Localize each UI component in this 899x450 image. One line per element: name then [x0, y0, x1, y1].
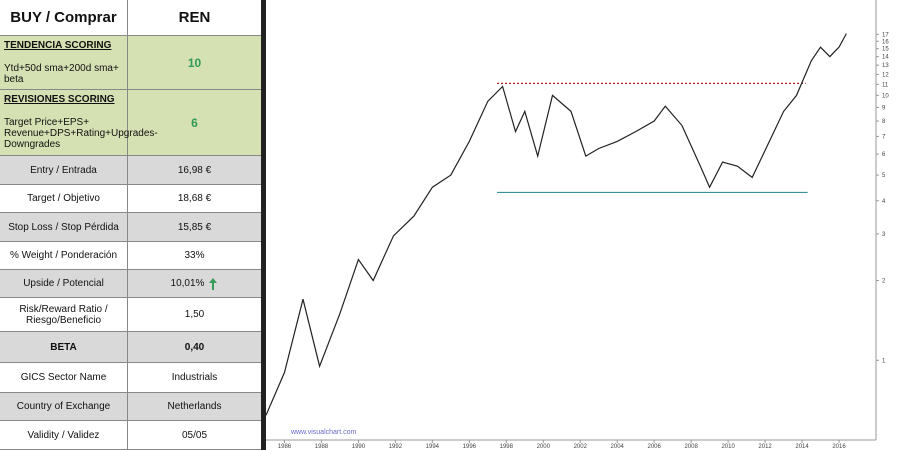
- row-label: Country of Exchange: [0, 393, 128, 420]
- y-tick-label: 16: [882, 39, 889, 45]
- y-tick-label: 15: [882, 47, 889, 53]
- table-row: Entry / Entrada 16,98 €: [0, 156, 261, 185]
- x-tick-label: 1994: [426, 444, 440, 450]
- row-value: 05/05: [181, 429, 208, 441]
- summary-table: BUY / Comprar REN TENDENCIA SCORING Ytd+50d…: [0, 0, 266, 450]
- scoring-value: 6: [191, 115, 198, 130]
- row-value: 18,68 €: [177, 193, 212, 204]
- row-value: 10,01%: [128, 270, 261, 297]
- table-row: Stop Loss / Stop Pérdida 15,85 €: [0, 213, 261, 242]
- table-row: Country of Exchange Netherlands: [0, 393, 261, 421]
- y-tick-label: 10: [882, 93, 889, 99]
- row-label: Validity / Validez: [0, 421, 128, 449]
- x-tick-label: 2010: [721, 444, 735, 450]
- row-label: % Weight / Ponderación: [0, 242, 128, 269]
- table-row: GICS Sector Name Industrials: [0, 363, 261, 393]
- y-tick-label: 9: [882, 105, 886, 111]
- y-tick-label: 7: [882, 134, 886, 140]
- row-value: Industrials: [171, 372, 218, 383]
- x-tick-label: 1986: [278, 444, 292, 450]
- scoring-value: 10: [187, 55, 202, 70]
- x-tick-label: 2002: [574, 444, 588, 450]
- header-cell: REN: [178, 9, 211, 26]
- table-row: BUY / Comprar REN: [0, 0, 261, 36]
- x-tick-label: 1988: [315, 444, 329, 450]
- row-value: 1,50: [184, 309, 205, 320]
- x-tick-label: 2014: [795, 444, 809, 450]
- y-tick-label: 11: [882, 82, 889, 88]
- y-tick-label: 8: [882, 119, 886, 125]
- row-value: 16,98 €: [177, 164, 212, 176]
- table-row: Risk/Reward Ratio / Riesgo/Beneficio 1,50: [0, 298, 261, 332]
- watermark: www.visualchart.com: [290, 429, 357, 436]
- y-tick-label: 6: [882, 152, 886, 158]
- label-cell: REVISIONES SCORING Target Price+EPS+ Reve…: [0, 90, 158, 155]
- y-tick-label: 12: [882, 72, 889, 78]
- price-line: [266, 33, 847, 416]
- row-label: Upside / Potencial: [0, 270, 128, 297]
- scoring-detail: Ytd+50d sma+200d sma+ beta: [4, 63, 119, 85]
- y-tick-label: 1: [882, 358, 886, 364]
- row-label: Stop Loss / Stop Pérdida: [0, 213, 128, 241]
- scoring-title: TENDENCIA SCORING: [4, 40, 112, 51]
- y-tick-label: 3: [882, 232, 886, 238]
- row-label: Target / Objetivo: [0, 185, 128, 212]
- header-cell: BUY / Comprar: [0, 0, 128, 35]
- row-value: 15,85 €: [177, 221, 212, 233]
- table-row: Upside / Potencial 10,01%: [0, 270, 261, 298]
- y-tick-label: 4: [882, 199, 886, 205]
- table-row: Validity / Validez 05/05: [0, 421, 261, 450]
- table-row: REVISIONES SCORING Target Price+EPS+ Reve…: [0, 90, 261, 156]
- x-tick-label: 2016: [832, 444, 846, 450]
- row-label: Risk/Reward Ratio / Riesgo/Beneficio: [0, 298, 128, 331]
- y-tick-label: 5: [882, 173, 886, 179]
- table-row: Target / Objetivo 18,68 €: [0, 185, 261, 213]
- row-label: BETA: [0, 332, 128, 362]
- y-tick-label: 2: [882, 279, 886, 285]
- x-tick-label: 2006: [648, 444, 662, 450]
- x-tick-label: 1992: [389, 444, 403, 450]
- row-label: GICS Sector Name: [0, 363, 128, 392]
- scoring-detail: Target Price+EPS+ Revenue+DPS+Rating+Upg…: [4, 117, 158, 150]
- y-tick-label: 13: [882, 63, 889, 69]
- x-tick-label: 2004: [611, 444, 625, 450]
- x-tick-label: 2008: [684, 444, 698, 450]
- x-tick-label: 2012: [758, 444, 772, 450]
- x-tick-label: 1996: [463, 444, 477, 450]
- x-tick-label: 2000: [537, 444, 551, 450]
- y-tick-label: 17: [882, 32, 889, 38]
- y-tick-label: 14: [882, 55, 889, 61]
- scoring-title: REVISIONES SCORING: [4, 94, 115, 105]
- x-tick-label: 1998: [500, 444, 514, 450]
- table-row: % Weight / Ponderación 33%: [0, 242, 261, 270]
- row-label: Entry / Entrada: [0, 156, 128, 184]
- row-value: Netherlands: [167, 401, 222, 412]
- row-value: 0,40: [184, 341, 205, 353]
- x-tick-label: 1990: [352, 444, 366, 450]
- table-row: TENDENCIA SCORING Ytd+50d sma+200d sma+ b…: [0, 36, 261, 90]
- table-row: BETA 0,40: [0, 332, 261, 363]
- up-arrow: [209, 277, 218, 290]
- label-cell: TENDENCIA SCORING Ytd+50d sma+200d sma+ b…: [0, 36, 128, 89]
- row-value: 33%: [184, 250, 205, 261]
